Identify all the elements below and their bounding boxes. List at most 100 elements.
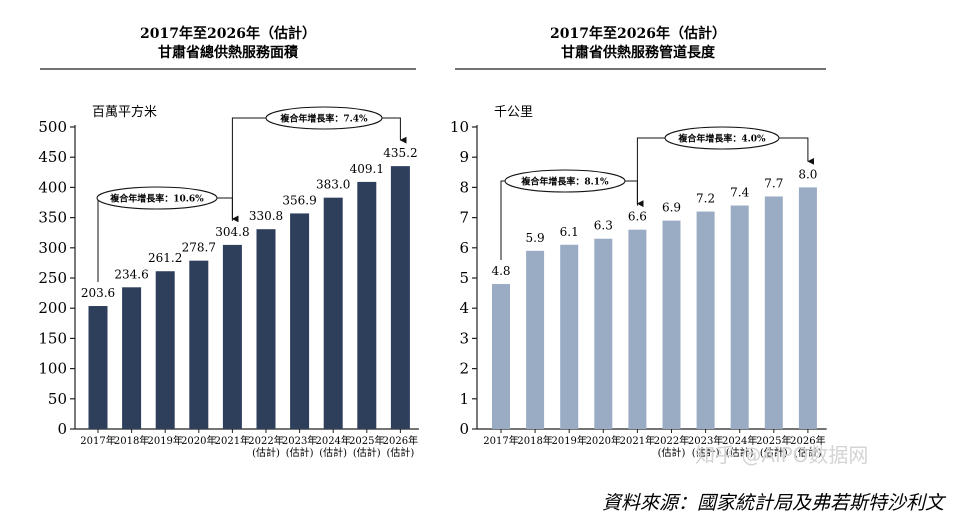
y-tick-label: 300 bbox=[38, 239, 67, 257]
bar bbox=[696, 211, 715, 429]
x-tick-label: 2026年 bbox=[383, 434, 418, 447]
x-tick-label: 2026年 bbox=[790, 434, 825, 447]
x-tick-sublabel: (估計) bbox=[353, 446, 381, 459]
y-tick-label: 150 bbox=[38, 329, 67, 347]
cagr-label: 複合年增長率：8.1% bbox=[520, 176, 609, 188]
bar-value-label: 8.0 bbox=[798, 167, 817, 181]
x-tick-label: 2022年 bbox=[654, 434, 689, 447]
bar bbox=[764, 196, 783, 429]
cagr-label: 複合年增長率：7.4% bbox=[279, 113, 368, 125]
x-tick-sublabel: (估計) bbox=[760, 446, 788, 459]
cagr-annotation: 複合年增長率：4.0% bbox=[636, 126, 815, 206]
bar-value-label: 7.7 bbox=[764, 176, 783, 190]
y-tick-label: 0 bbox=[57, 420, 67, 438]
x-tick-label: 2017年 bbox=[80, 434, 115, 447]
x-tick-sublabel: (估計) bbox=[319, 446, 347, 459]
bars: 4.8 5.9 6.1 6.3 6.6 6.9 7.2 7.4 7.7 8.0 bbox=[491, 167, 817, 429]
bar-value-label: 234.6 bbox=[114, 267, 148, 281]
x-tick-label: 2023年 bbox=[282, 434, 317, 447]
bar-value-label: 5.9 bbox=[526, 231, 545, 245]
x-tick-sublabel: (估計) bbox=[692, 446, 720, 459]
bar-value-label: 356.9 bbox=[282, 193, 316, 207]
cagr-annotations: 複合年增長率：8.1% 複合年增長率：4.0% bbox=[500, 126, 815, 261]
y-tick-label: 5 bbox=[459, 269, 469, 287]
bar-value-label: 6.6 bbox=[628, 210, 647, 224]
bar-value-label: 304.8 bbox=[215, 225, 249, 239]
y-tick-label: 1 bbox=[459, 390, 469, 408]
bar bbox=[492, 284, 510, 429]
cagr-label: 複合年增長率：4.0% bbox=[677, 133, 766, 145]
bar bbox=[323, 197, 343, 429]
y-tick-label: 0 bbox=[459, 420, 469, 438]
bar bbox=[628, 229, 647, 429]
watermark: 知乎 @AiPO数据网 bbox=[695, 443, 868, 467]
bar bbox=[189, 260, 209, 429]
x-tick-sublabel: (估計) bbox=[386, 446, 414, 459]
bar-value-label: 6.3 bbox=[594, 219, 613, 233]
bar bbox=[662, 220, 681, 429]
cagr-annotation: 複合年增長率：8.1% bbox=[500, 169, 644, 261]
x-tick-label: 2021年 bbox=[215, 434, 250, 447]
x-tick-label: 2020年 bbox=[181, 434, 216, 447]
bar-value-label: 409.1 bbox=[350, 162, 384, 176]
bar-value-label: 383.0 bbox=[316, 178, 350, 192]
y-tick-label: 10 bbox=[450, 118, 469, 136]
x-tick-sublabel: (估計) bbox=[726, 446, 754, 459]
y-tick-label: 6 bbox=[459, 239, 469, 257]
bar bbox=[798, 187, 817, 429]
x-tick-label: 2022年 bbox=[248, 434, 283, 447]
axes: 0 50 100 150 200 250 300 350 400 450 500 2017年2018年… bbox=[38, 118, 419, 459]
x-tick-sublabel: (估計) bbox=[658, 446, 686, 459]
y-tick-label: 200 bbox=[38, 299, 67, 317]
y-tick-label: 3 bbox=[459, 329, 469, 347]
cagr-annotation: 複合年增長率：7.4% bbox=[231, 106, 407, 221]
chart-title: 2017年至2026年（估計） bbox=[550, 25, 726, 42]
chart-title: 2017年至2026年（估計） bbox=[140, 25, 316, 42]
bar bbox=[290, 213, 310, 429]
bar bbox=[390, 166, 410, 429]
y-tick-label: 400 bbox=[38, 178, 67, 196]
bar bbox=[155, 271, 175, 429]
cagr-oval bbox=[664, 126, 780, 150]
y-tick-label: 7 bbox=[459, 209, 469, 227]
bar bbox=[88, 306, 108, 429]
x-tick-label: 2018年 bbox=[114, 434, 149, 447]
x-tick-label: 2021年 bbox=[620, 434, 655, 447]
y-tick-label: 100 bbox=[38, 360, 67, 378]
x-tick-sublabel: (估計) bbox=[794, 446, 822, 459]
bar bbox=[526, 250, 545, 429]
source-note: 資料來源：國家統計局及弗若斯特沙利文 bbox=[602, 492, 947, 514]
bar bbox=[594, 238, 613, 429]
chart-pipeline-length: 2017年至2026年（估計） 甘肅省供熱服務管道長度 千公里 0 1 2 3 4 5 6 7… bbox=[450, 25, 827, 459]
chart-subtitle: 甘肅省總供熱服務面積 bbox=[158, 44, 299, 61]
bar-value-label: 261.2 bbox=[148, 251, 182, 265]
cagr-annotations: 複合年增長率：10.6% 複合年增長率：7.4% bbox=[96, 106, 407, 283]
bar-value-label: 203.6 bbox=[81, 286, 115, 300]
x-tick-label: 2019年 bbox=[147, 434, 182, 447]
bar-value-label: 278.7 bbox=[182, 241, 216, 255]
x-tick-label: 2017年 bbox=[483, 434, 518, 447]
cagr-oval bbox=[96, 186, 218, 210]
y-tick-label: 8 bbox=[459, 178, 469, 196]
y-axis-unit: 百萬平方米 bbox=[92, 104, 157, 120]
x-tick-label: 2020年 bbox=[586, 434, 621, 447]
x-tick-sublabel: (估計) bbox=[252, 446, 280, 459]
bar bbox=[256, 229, 276, 429]
x-tick-label: 2024年 bbox=[315, 434, 350, 447]
x-tick-label: 2023年 bbox=[688, 434, 723, 447]
bar bbox=[560, 244, 579, 429]
y-tick-label: 450 bbox=[38, 148, 67, 166]
y-tick-label: 50 bbox=[48, 390, 67, 408]
x-tick-sublabel: (估計) bbox=[286, 446, 314, 459]
bar-value-label: 330.8 bbox=[249, 209, 283, 223]
bar-value-label: 435.2 bbox=[383, 146, 417, 160]
bar-value-label: 6.1 bbox=[560, 225, 579, 239]
x-tick-label: 2018年 bbox=[517, 434, 552, 447]
cagr-oval bbox=[504, 169, 626, 193]
bar-value-label: 4.8 bbox=[491, 264, 510, 278]
cagr-oval bbox=[265, 106, 383, 130]
y-axis-unit: 千公里 bbox=[494, 105, 533, 120]
bar-value-label: 6.9 bbox=[662, 201, 681, 215]
